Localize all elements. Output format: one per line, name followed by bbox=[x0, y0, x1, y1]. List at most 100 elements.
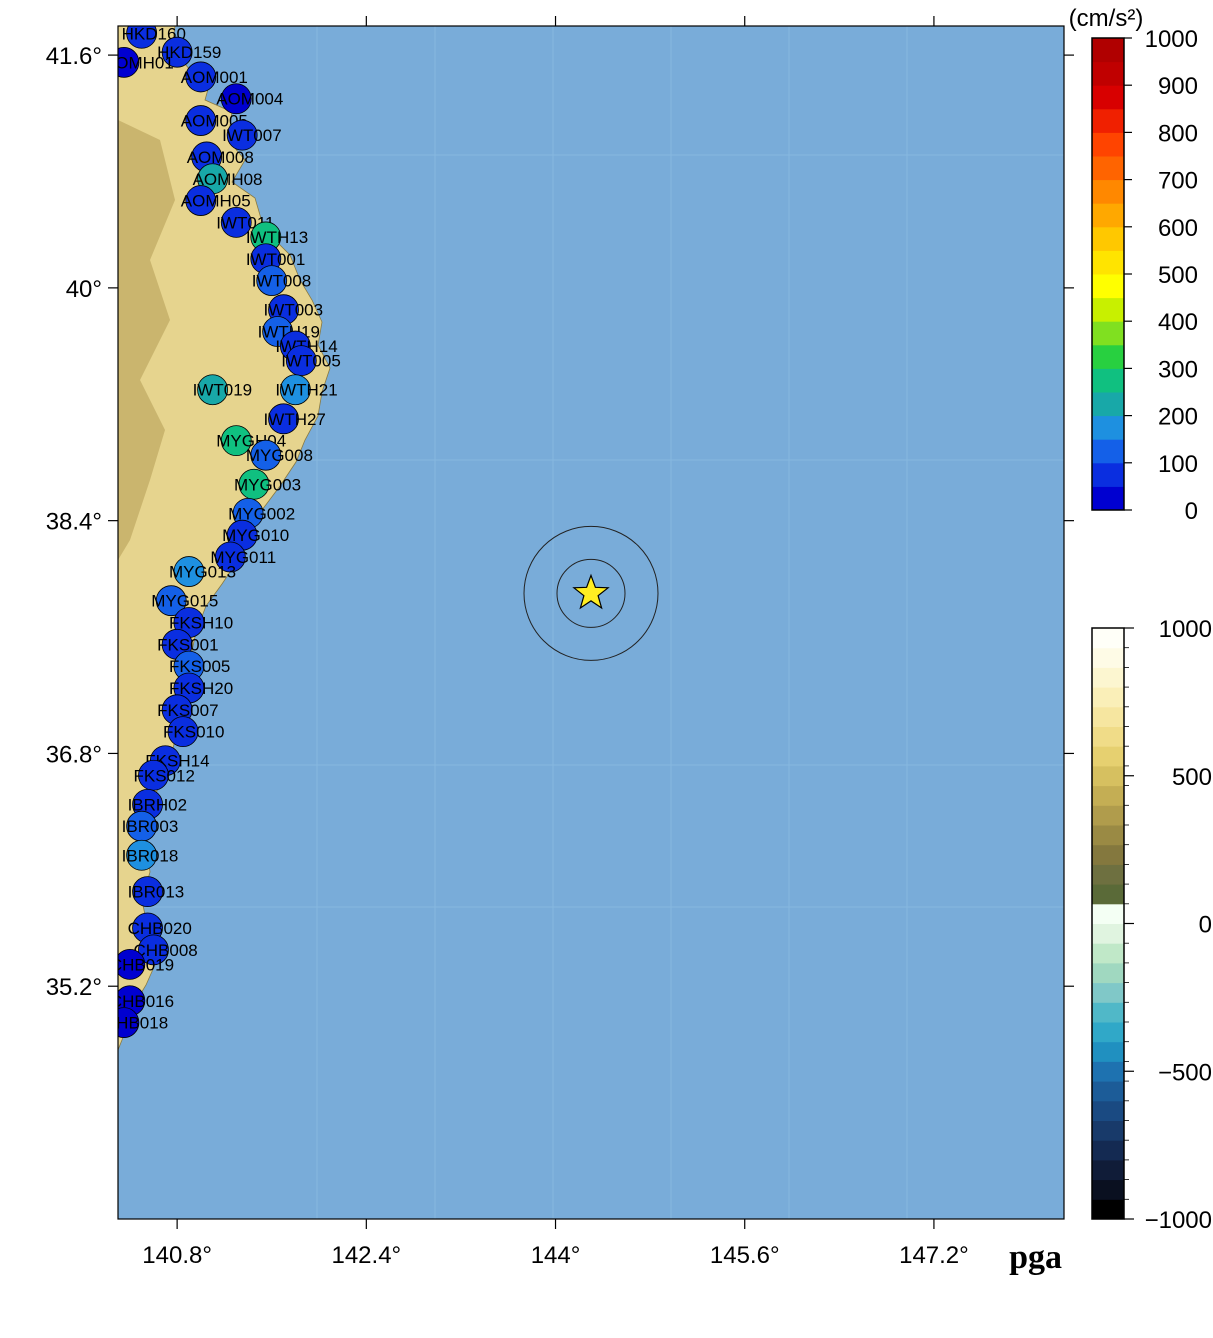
pga-scale-segment bbox=[1092, 321, 1124, 346]
pga-scale-label: 800 bbox=[1158, 120, 1198, 147]
station-dot bbox=[118, 1007, 140, 1038]
station-dot bbox=[268, 403, 299, 435]
x-tick-label: 145.6° bbox=[710, 1242, 780, 1269]
pga-scale-segment bbox=[1092, 368, 1124, 393]
station-marker: IBR013 bbox=[128, 876, 185, 908]
pga-scale-segment bbox=[1092, 203, 1124, 228]
station-label: HKD159 bbox=[157, 43, 221, 62]
station-label: IWT005 bbox=[281, 352, 341, 371]
station-label: FKS001 bbox=[157, 635, 218, 654]
topo-scale-segment bbox=[1092, 884, 1124, 905]
station-dot bbox=[279, 374, 311, 406]
station-label: MYG002 bbox=[228, 504, 295, 523]
topo-scale-label: 500 bbox=[1172, 764, 1212, 791]
station-dot bbox=[155, 585, 187, 617]
station-dot bbox=[185, 105, 217, 136]
topo-scale-segment bbox=[1092, 647, 1124, 668]
topo-scale-segment bbox=[1092, 1140, 1124, 1161]
station-label: AOM008 bbox=[187, 148, 254, 167]
station-label: IWTH21 bbox=[275, 381, 337, 400]
topo-scale-segment bbox=[1092, 687, 1124, 708]
pga-scale-segment bbox=[1092, 108, 1124, 133]
station-label: IBR013 bbox=[128, 883, 185, 902]
station-marker: FKS005 bbox=[169, 650, 230, 682]
topo-scale-segment bbox=[1092, 1041, 1124, 1062]
pga-scale-segment bbox=[1092, 344, 1124, 369]
pga-scale-label: 100 bbox=[1158, 451, 1198, 478]
station-marker: AOM005 bbox=[181, 105, 248, 136]
pga-scale-segment bbox=[1092, 179, 1124, 204]
station-marker: HKD159 bbox=[157, 36, 221, 68]
topo-scale-segment bbox=[1092, 1022, 1124, 1043]
station-dot bbox=[214, 541, 246, 573]
topo-scale-segment bbox=[1092, 765, 1124, 787]
station-dot bbox=[197, 374, 229, 406]
station-label: AOMH08 bbox=[193, 170, 263, 189]
station-label: MYG010 bbox=[222, 526, 289, 545]
station-dot bbox=[220, 207, 252, 238]
topo-scale-segment bbox=[1092, 1179, 1124, 1200]
pga-scale-label: 0 bbox=[1185, 498, 1198, 525]
star-icon bbox=[572, 573, 610, 610]
x-tick-label: 140.8° bbox=[142, 1242, 212, 1269]
station-label: CHB020 bbox=[128, 919, 192, 938]
y-tick-label: 38.4° bbox=[46, 509, 102, 536]
station-label: IBR018 bbox=[122, 846, 179, 865]
topo-scale-segment bbox=[1092, 864, 1124, 885]
station-dot bbox=[173, 556, 205, 587]
topo-scale-segment bbox=[1092, 628, 1124, 649]
station-marker: MYG003 bbox=[234, 468, 301, 500]
station-label: FKS010 bbox=[163, 723, 224, 742]
topo-scale-label: 1000 bbox=[1159, 616, 1212, 643]
station-dot bbox=[220, 425, 252, 457]
topo-scale-segment bbox=[1092, 844, 1124, 865]
topo-scale-segment bbox=[1092, 1002, 1124, 1023]
topo-scale-segment bbox=[1092, 1120, 1124, 1141]
station-label: IWT008 bbox=[252, 272, 312, 291]
y-tick-label: 40° bbox=[66, 276, 102, 303]
station-label: MYG011 bbox=[210, 548, 276, 567]
station-marker: MYG008 bbox=[246, 439, 313, 471]
pga-unit-label: (cm/s²) bbox=[1069, 5, 1144, 32]
axis-ticks: 140.8° 142.4° 144° 145.6° 147.2° 41.6° 40° 38.4… bbox=[46, 16, 1074, 1269]
station-marker: FKSH10 bbox=[169, 607, 233, 638]
pga-scale-label: 200 bbox=[1158, 404, 1198, 431]
station-label: IWTH13 bbox=[246, 228, 308, 247]
stations-layer: HKD160HKD159AOMH01AOM001AOM004AOM005IWT0… bbox=[110, 26, 341, 1038]
topo-scale-segment bbox=[1092, 982, 1124, 1003]
land-relief bbox=[118, 120, 175, 560]
station-marker: CHB008 bbox=[133, 934, 198, 966]
station-label: IWTH27 bbox=[264, 410, 326, 429]
topo-scale-segment bbox=[1092, 1100, 1124, 1121]
pga-scale-segment bbox=[1092, 250, 1124, 275]
topo-scale-segment bbox=[1092, 962, 1124, 984]
topo-scale-segment bbox=[1092, 943, 1124, 964]
station-label: CHB019 bbox=[110, 955, 174, 974]
pga-scale-segment bbox=[1092, 38, 1124, 63]
station-dot bbox=[256, 265, 288, 297]
station-marker: AOM004 bbox=[216, 83, 283, 115]
station-label: FKSH20 bbox=[169, 679, 233, 698]
y-tick-label: 41.6° bbox=[46, 43, 102, 70]
station-marker: FKS010 bbox=[163, 716, 224, 748]
station-marker: IBR018 bbox=[122, 839, 179, 871]
station-dot bbox=[185, 61, 217, 93]
epicenter-outer-ring bbox=[523, 525, 659, 661]
topo-scale-segment bbox=[1092, 1081, 1124, 1102]
station-dot bbox=[126, 26, 158, 49]
pga-scale-label: 700 bbox=[1158, 168, 1198, 195]
station-label: IWT007 bbox=[222, 126, 282, 145]
station-label: CHB016 bbox=[110, 992, 174, 1011]
epicenter-layer bbox=[523, 525, 659, 661]
topo-scale-segment bbox=[1092, 785, 1124, 806]
pga-scale-segment bbox=[1092, 462, 1124, 487]
station-label: CHB008 bbox=[133, 941, 197, 960]
station-label: FKS005 bbox=[169, 657, 230, 676]
pga-scale-segment bbox=[1092, 132, 1124, 157]
station-label: AOM001 bbox=[181, 68, 248, 87]
pga-scale-label: 1000 bbox=[1145, 26, 1198, 53]
topo-scale-label: −1000 bbox=[1145, 1207, 1212, 1234]
station-label: MYG008 bbox=[246, 446, 313, 465]
